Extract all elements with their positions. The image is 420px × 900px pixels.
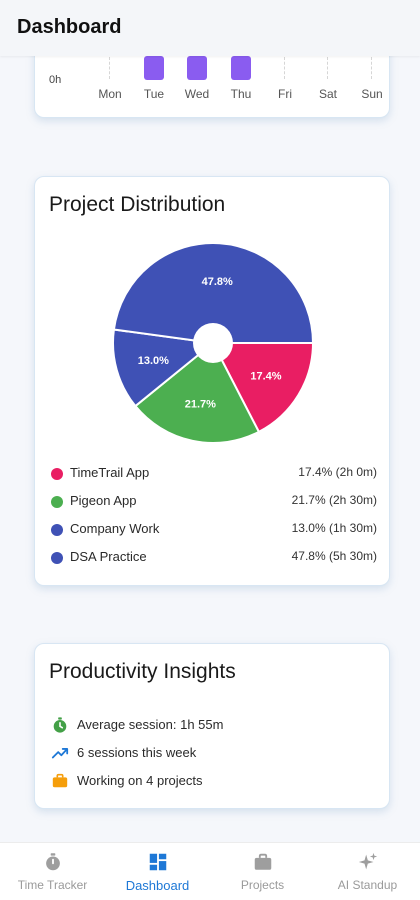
day-gridline [109, 57, 110, 79]
insight-text: Working on 4 projects [77, 773, 203, 788]
insight-text: Average session: 1h 55m [77, 717, 224, 732]
pie-slice[interactable] [112, 328, 216, 408]
nav-item-projects[interactable]: Projects [210, 843, 315, 900]
day-label: Wed [184, 87, 210, 101]
day-label: Sat [318, 87, 337, 101]
day-bar[interactable] [231, 56, 251, 80]
project-pie-chart[interactable]: 17.4% 21.7% 13.0% 47.8% [103, 233, 323, 453]
pie-slice-label: 21.7% [185, 399, 216, 411]
legend-dot [51, 552, 63, 564]
legend-dot [51, 468, 63, 480]
nav-label: Projects [240, 878, 285, 892]
day-column: Mon [93, 53, 127, 101]
app-header: Dashboard [0, 0, 420, 56]
card-title: Productivity Insights [49, 660, 236, 683]
chart-legend: TimeTrail App 17.4% (2h 0m) Pigeon App 2… [49, 461, 377, 573]
day-bar[interactable] [144, 56, 164, 80]
nav-label: AI Standup [337, 878, 398, 892]
stopwatch-icon [53, 717, 67, 733]
y-axis-zero-label: 0h [49, 74, 62, 86]
legend-item: TimeTrail App 17.4% (2h 0m) [49, 461, 377, 489]
legend-name: TimeTrail App [70, 465, 150, 480]
trending-up-icon [51, 748, 69, 759]
nav-item-dashboard[interactable]: Dashboard [105, 843, 210, 900]
legend-dot [51, 496, 63, 508]
sparkle-icon [358, 852, 378, 870]
day-column: Tue [137, 53, 171, 101]
pie-slice[interactable] [133, 341, 261, 444]
legend-value: 47.8% (5h 30m) [291, 549, 377, 563]
day-label: Thu [230, 87, 252, 101]
legend-name: Company Work [70, 521, 160, 536]
nav-item-ai-standup[interactable]: AI Standup [315, 843, 420, 900]
day-bar[interactable] [187, 56, 207, 80]
day-gridline [327, 57, 328, 79]
day-gridline [284, 57, 285, 79]
pie-slice[interactable] [112, 242, 315, 344]
day-column: Sun [355, 53, 389, 101]
card-title: Project Distribution [49, 193, 226, 216]
productivity-insights-card: Productivity Insights Average session: 1… [34, 643, 390, 809]
pie-slice[interactable] [211, 342, 315, 434]
day-label: Mon [98, 87, 122, 101]
stopwatch-icon [46, 853, 60, 871]
insight-item: 6 sessions this week [49, 742, 369, 766]
day-column: Wed [180, 53, 214, 101]
legend-item: Pigeon App 21.7% (2h 30m) [49, 489, 377, 517]
day-label: Tue [143, 87, 165, 101]
pie-slice-label: 47.8% [202, 276, 233, 288]
day-column: Fri [268, 53, 302, 101]
legend-value: 13.0% (1h 30m) [291, 521, 377, 535]
legend-name: DSA Practice [70, 549, 147, 564]
day-column: Sat [311, 53, 345, 101]
legend-value: 17.4% (2h 0m) [298, 465, 377, 479]
insight-item: Average session: 1h 55m [49, 714, 369, 738]
briefcase-icon [254, 853, 272, 870]
bottom-navigation: Time Tracker Dashboard Projects AI Stand… [0, 842, 420, 900]
legend-item: DSA Practice 47.8% (5h 30m) [49, 545, 377, 573]
day-label: Sun [361, 87, 383, 101]
day-label: Fri [278, 87, 292, 101]
legend-value: 21.7% (2h 30m) [291, 493, 377, 507]
briefcase-icon [52, 773, 68, 788]
insight-item: Working on 4 projects [49, 770, 369, 794]
pie-slice-label: 13.0% [138, 355, 169, 367]
insight-text: 6 sessions this week [77, 745, 197, 760]
day-gridline [371, 57, 372, 79]
legend-dot [51, 524, 63, 536]
day-column: Thu [224, 53, 258, 101]
legend-name: Pigeon App [70, 493, 137, 508]
page-title: Dashboard [17, 16, 122, 38]
nav-label: Dashboard [125, 878, 190, 893]
pie-slice-label: 17.4% [250, 370, 281, 382]
donut-hole [193, 323, 233, 363]
dashboard-icon [149, 853, 167, 871]
nav-label: Time Tracker [17, 878, 88, 892]
project-distribution-card: Project Distribution 17.4% 21.7% 13.0% 47.8… [34, 176, 390, 586]
legend-item: Company Work 13.0% (1h 30m) [49, 517, 377, 545]
nav-item-time-tracker[interactable]: Time Tracker [0, 843, 105, 900]
